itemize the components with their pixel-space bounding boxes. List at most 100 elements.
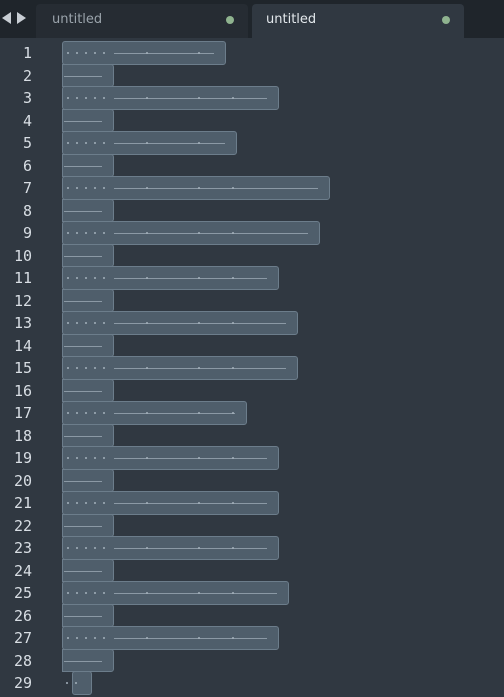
tab-marker-icon <box>114 503 267 504</box>
whitespace-markers <box>0 367 504 370</box>
space-marker-icon <box>85 322 87 324</box>
whitespace-markers <box>0 300 504 303</box>
tab-marker-icon <box>114 143 225 144</box>
line-number: 26 <box>13 606 32 625</box>
whitespace-markers <box>0 570 504 573</box>
tab-untitled-1[interactable]: untitled <box>36 4 248 38</box>
space-marker-icon <box>94 52 96 54</box>
space-marker-icon <box>76 52 78 54</box>
arrow-left-icon[interactable] <box>2 12 11 24</box>
space-marker-icon <box>67 232 69 234</box>
space-marker-icon <box>198 502 200 504</box>
space-marker-icon <box>67 592 69 594</box>
line-number: 28 <box>13 651 32 670</box>
whitespace-markers <box>0 277 504 280</box>
selection-line <box>62 311 298 335</box>
space-marker-icon <box>85 277 87 279</box>
line-number: 3 <box>22 89 32 107</box>
whitespace-markers <box>0 412 504 415</box>
whitespace-markers <box>0 547 504 550</box>
line-number: 11 <box>13 269 32 287</box>
selection-line <box>62 626 279 650</box>
tab-marker-icon <box>114 548 267 549</box>
space-marker-icon <box>94 232 96 234</box>
space-marker-icon <box>94 367 96 369</box>
line-number: 5 <box>22 134 32 152</box>
space-marker-icon <box>76 412 78 414</box>
tab-marker-icon <box>64 390 102 392</box>
space-marker-icon <box>76 97 78 99</box>
selection-line <box>62 491 279 515</box>
space-marker-icon <box>103 277 105 279</box>
tab-marker-icon <box>114 638 267 639</box>
line-number: 16 <box>13 381 32 400</box>
space-marker-icon <box>76 502 78 504</box>
selection-line <box>62 356 298 380</box>
space-marker-icon <box>198 637 200 639</box>
space-marker-icon <box>103 97 105 99</box>
space-marker-icon <box>146 322 148 324</box>
unsaved-dot-icon[interactable] <box>226 16 234 24</box>
whitespace-markers <box>0 637 504 640</box>
tab-marker-icon <box>64 75 102 77</box>
space-marker-icon <box>146 232 148 234</box>
selection-line <box>62 581 289 605</box>
line-number: 9 <box>22 224 32 242</box>
space-marker-icon <box>76 367 78 369</box>
space-marker-icon <box>103 367 105 369</box>
space-marker-icon <box>146 367 148 369</box>
whitespace-markers <box>0 142 504 145</box>
selection-line <box>62 86 279 110</box>
tab-untitled-2[interactable]: untitled <box>252 4 464 38</box>
tab-marker-icon <box>114 53 214 54</box>
space-marker-icon <box>103 547 105 549</box>
unsaved-dot-icon[interactable] <box>442 16 450 24</box>
space-marker-icon <box>232 97 234 99</box>
line-number: 8 <box>22 201 32 220</box>
space-marker-icon <box>85 592 87 594</box>
space-marker-icon <box>85 502 87 504</box>
space-marker-icon <box>94 187 96 189</box>
space-marker-icon <box>198 322 200 324</box>
line-number: 22 <box>13 516 32 535</box>
whitespace-markers <box>0 255 504 258</box>
line-number: 12 <box>13 291 32 310</box>
space-marker-icon <box>198 367 200 369</box>
editor-area[interactable]: 1 2 3 4 5 6 7 8 9 10 11 12 13 14 15 16 17 18 19 20 21 22 23 24 2… <box>0 38 504 697</box>
tab-marker-icon <box>64 525 102 527</box>
space-marker-icon <box>103 322 105 324</box>
space-marker-icon <box>94 277 96 279</box>
tab-label: untitled <box>266 12 317 27</box>
space-marker-icon <box>232 232 234 234</box>
space-marker-icon <box>198 277 200 279</box>
space-marker-icon <box>76 592 78 594</box>
space-marker-icon <box>198 412 200 414</box>
tab-marker-icon <box>114 413 235 414</box>
arrow-right-icon[interactable] <box>17 12 26 24</box>
tab-marker-icon <box>114 98 267 99</box>
whitespace-markers <box>0 232 504 235</box>
space-marker-icon <box>76 142 78 144</box>
space-marker-icon <box>103 502 105 504</box>
line-number: 14 <box>13 336 32 355</box>
whitespace-markers <box>0 75 504 78</box>
space-marker-icon <box>103 187 105 189</box>
tab-marker-icon <box>114 323 286 324</box>
space-marker-icon <box>94 592 96 594</box>
space-marker-icon <box>76 457 78 459</box>
space-marker-icon <box>76 187 78 189</box>
space-marker-icon <box>85 232 87 234</box>
line-number: 24 <box>13 561 32 580</box>
whitespace-markers <box>0 660 504 663</box>
whitespace-markers <box>0 345 504 348</box>
tab-marker-icon <box>114 278 267 279</box>
selection-line <box>62 41 226 65</box>
space-marker-icon <box>232 187 234 189</box>
space-marker-icon <box>67 547 69 549</box>
tab-marker-icon <box>64 345 102 347</box>
space-marker-icon <box>94 97 96 99</box>
tab-marker-icon <box>114 368 286 369</box>
space-marker-icon <box>198 457 200 459</box>
tab-marker-icon <box>64 480 102 482</box>
whitespace-markers <box>0 525 504 528</box>
